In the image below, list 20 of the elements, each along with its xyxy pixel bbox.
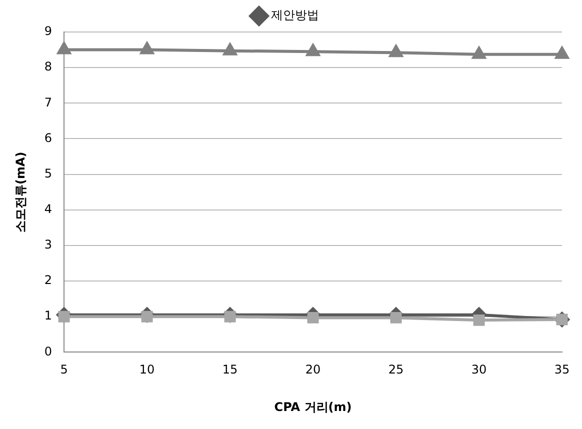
x-axis-title: CPA 거리(m) <box>274 400 352 414</box>
y-tick-label: 5 <box>44 166 52 180</box>
y-tick-label: 7 <box>44 95 52 110</box>
y-tick-label: 2 <box>44 273 52 288</box>
y-tick-label: 0 <box>44 344 52 358</box>
y-tick-label: 6 <box>44 130 52 145</box>
y-tick-label: 4 <box>44 202 52 216</box>
y-tick-label: 9 <box>44 24 52 38</box>
y-axis-title: 소모전류(mA) <box>13 152 28 232</box>
x-tick-label: 5 <box>60 362 68 377</box>
x-tick-label: 20 <box>305 362 321 377</box>
x-tick-label: 15 <box>222 362 238 377</box>
y-tick-label: 3 <box>44 238 52 252</box>
x-tick-label: 10 <box>139 362 155 377</box>
y-tick-label: 8 <box>44 60 52 74</box>
x-tick-label: 30 <box>471 362 487 377</box>
legend-label: 제안방법 <box>271 8 319 22</box>
x-tick-label: 25 <box>388 362 404 377</box>
x-tick-label: 35 <box>554 362 570 377</box>
y-tick-label: 1 <box>44 308 52 323</box>
